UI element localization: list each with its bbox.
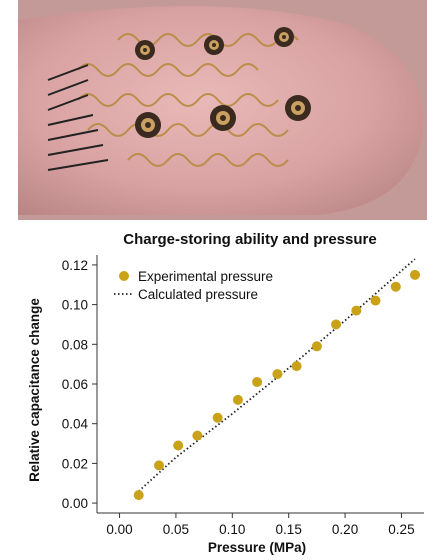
- legend-label-experimental: Experimental pressure: [138, 269, 273, 284]
- x-axis-label: Pressure (MPa): [208, 540, 306, 555]
- y-tick-label: 0.02: [62, 456, 88, 471]
- legend: Experimental pressure Calculated pressur…: [114, 269, 273, 302]
- experimental-point: [291, 361, 302, 372]
- experimental-point: [351, 305, 362, 316]
- x-tick-label: 0.15: [276, 522, 302, 537]
- experimental-point: [133, 490, 144, 501]
- experimental-point: [192, 430, 203, 441]
- experimental-point: [212, 412, 223, 423]
- fingertip-sensor-photo: [18, 0, 427, 220]
- y-tick-label: 0.10: [62, 298, 88, 313]
- experimental-point: [331, 319, 342, 330]
- legend-label-calculated: Calculated pressure: [138, 287, 258, 302]
- experimental-point: [154, 460, 165, 471]
- legend-marker-experimental: [119, 271, 129, 281]
- x-tick-label: 0.25: [388, 522, 414, 537]
- ticks: 0.00 0.02 0.04 0.06 0.08 0.10 0.12 0.00 0.05 0.10…: [62, 258, 415, 537]
- experimental-point: [272, 369, 283, 380]
- x-tick-label: 0.00: [106, 522, 132, 537]
- experimental-point: [390, 281, 401, 292]
- y-axis-label: Relative capacitance change: [27, 298, 42, 482]
- y-tick-label: 0.04: [62, 417, 89, 432]
- experimental-point: [409, 269, 420, 280]
- experimental-point: [311, 341, 322, 352]
- chart: Charge-storing ability and pressure Rela…: [27, 231, 424, 555]
- chart-title: Charge-storing ability and pressure: [123, 231, 376, 248]
- x-tick-label: 0.10: [219, 522, 245, 537]
- experimental-point: [173, 440, 184, 451]
- y-tick-label: 0.08: [62, 337, 88, 352]
- x-tick-label: 0.20: [332, 522, 358, 537]
- experimental-point: [252, 377, 263, 388]
- experimental-point: [370, 295, 381, 306]
- x-tick-label: 0.05: [163, 522, 189, 537]
- y-tick-label: 0.12: [62, 258, 88, 273]
- experimental-series: [133, 269, 420, 501]
- y-tick-label: 0.06: [62, 377, 88, 392]
- y-tick-label: 0.00: [62, 496, 88, 511]
- experimental-point: [232, 394, 243, 405]
